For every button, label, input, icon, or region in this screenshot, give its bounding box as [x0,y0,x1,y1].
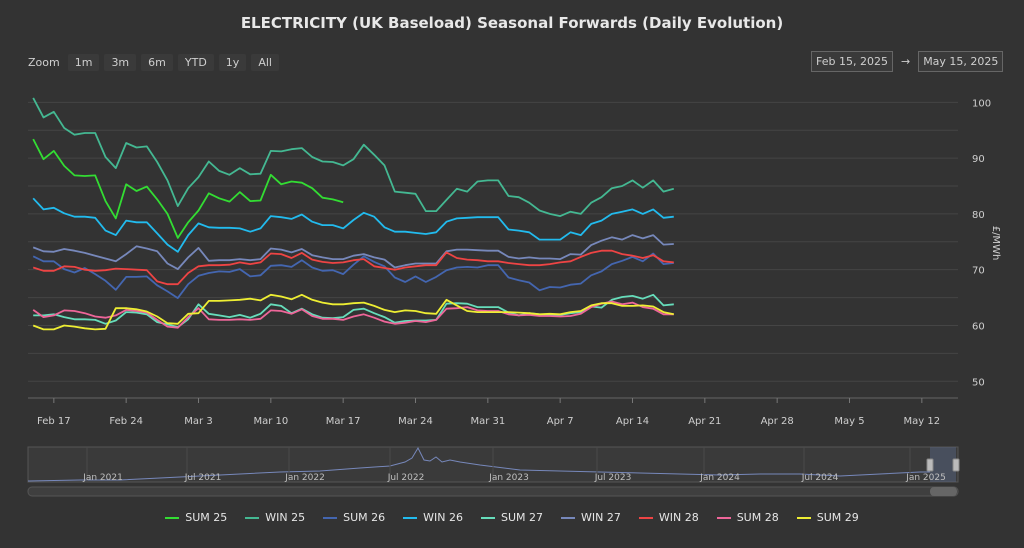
y-tick-label: 50 [972,377,985,388]
scrollbar-track[interactable] [27,486,959,497]
navigator-labels: Jan 2021 Jul 2021 Jan 2022 Jul 2022 Jan 2023… [82,447,946,483]
legend-swatch [165,516,180,519]
zoom-1m-button[interactable]: 1m [67,54,100,71]
navigator-label: Jul 2024 [801,473,839,483]
legend-item-sum-27[interactable]: SUM 27 [480,511,544,524]
legend-swatch [403,516,418,519]
legend-item-win-26[interactable]: WIN 26 [403,511,463,524]
zoom-6m-button[interactable]: 6m [141,54,173,71]
navigator-series [27,446,930,482]
x-tick-label: Mar 17 [326,416,361,427]
series-line-win-28[interactable] [32,249,674,286]
navigator-label: Jul 2022 [387,473,425,483]
zoom-1y-button[interactable]: 1y [218,54,247,71]
legend-swatch [796,516,811,519]
grid-lines [28,101,958,382]
series-line-sum-29[interactable] [32,293,674,331]
legend-label: SUM 25 [185,511,228,524]
y-tick-label: 90 [972,154,985,165]
navigator-label: Jul 2021 [184,473,222,483]
y-axis-label: £/MWh [990,226,1001,261]
navigator-label: Jan 2021 [82,473,123,483]
navigator-label: Jan 2022 [284,473,325,483]
legend-swatch [245,516,260,519]
y-tick-label: 100 [972,98,991,109]
scrollbar-thumb[interactable] [930,487,957,496]
legend-item-sum-26[interactable]: SUM 26 [323,511,385,524]
legend-label: WIN 26 [423,511,463,524]
zoom-ytd-button[interactable]: YTD [177,54,214,71]
range-arrow: → [900,55,911,68]
x-tick-label: Mar 31 [470,416,505,427]
x-tick-label: Apr 14 [616,416,649,427]
navigator-selection[interactable] [930,447,956,482]
y-tick-label: 80 [972,210,985,221]
x-tick-label: Mar 3 [184,416,212,427]
legend-label: WIN 27 [581,511,621,524]
x-tick-labels: Feb 17 Feb 24 Mar 3 Mar 10 Mar 17 Mar 24 Mar 3… [37,398,940,427]
navigator-label: Jan 2024 [699,473,740,483]
series-line-sum-28[interactable] [32,300,674,329]
series-line-sum-25[interactable] [32,138,344,239]
series-lines [32,97,675,331]
navigator-left-handle[interactable] [926,458,934,472]
legend-swatch [716,516,731,519]
series-line-win-25[interactable] [32,97,675,217]
x-tick-label: Feb 17 [37,416,71,427]
legend-item-sum-25[interactable]: SUM 25 [165,511,227,524]
range-to-input[interactable]: May 15, 2025 [918,51,1004,72]
legend-swatch [323,516,338,519]
chart-title: ELECTRICITY (UK Baseload) Seasonal Forwa… [240,14,784,32]
navigator-label: Jan 2025 [905,473,946,483]
navigator-label: Jul 2023 [594,473,632,483]
x-tick-label: Feb 24 [109,416,143,427]
navigator-label: Jan 2023 [488,473,529,483]
legend-label: SUM 28 [736,511,779,524]
series-line-win-26[interactable] [32,197,674,253]
legend: SUM 25 WIN 25 SUM 26 WIN 26 SUM 27 WIN 27 WIN … [0,511,1024,524]
legend-label: WIN 25 [265,511,306,524]
date-range: Feb 15, 2025 → May 15, 2025 [811,51,1004,72]
x-tick-label: Mar 24 [398,416,433,427]
legend-item-sum-28[interactable]: SUM 28 [716,511,779,524]
legend-item-win-28[interactable]: WIN 28 [638,511,699,524]
x-tick-label: May 5 [834,416,864,427]
zoom-label: Zoom [28,56,60,69]
series-line-win-27[interactable] [32,234,674,270]
x-tick-label: Apr 28 [761,416,794,427]
x-tick-label: May 12 [904,416,941,427]
legend-item-win-25[interactable]: WIN 25 [245,511,305,524]
x-tick-label: Apr 7 [547,416,574,427]
navigator-right-handle[interactable] [952,458,960,472]
y-tick-label: 60 [972,321,985,332]
series-line-sum-26[interactable] [32,252,674,299]
legend-swatch [480,516,495,519]
x-tick-label: Mar 10 [253,416,288,427]
zoom-3m-button[interactable]: 3m [104,54,137,71]
legend-item-sum-29[interactable]: SUM 29 [796,511,859,524]
zoom-bar: Zoom 1m 3m 6m YTD 1y All [28,54,284,71]
x-tick-label: Apr 21 [688,416,721,427]
legend-item-win-27[interactable]: WIN 27 [561,511,621,524]
legend-swatch [561,516,576,519]
legend-label: SUM 29 [816,511,859,524]
legend-label: SUM 27 [500,511,544,524]
y-tick-label: 70 [972,266,985,277]
series-line-sum-27[interactable] [33,293,674,328]
y-tick-labels: 50 60 70 80 90 100 [972,98,991,388]
legend-label: WIN 28 [658,511,699,524]
zoom-all-button[interactable]: All [251,54,279,71]
legend-label: SUM 26 [343,511,386,524]
legend-swatch [638,516,653,519]
range-from-input[interactable]: Feb 15, 2025 [811,51,893,72]
